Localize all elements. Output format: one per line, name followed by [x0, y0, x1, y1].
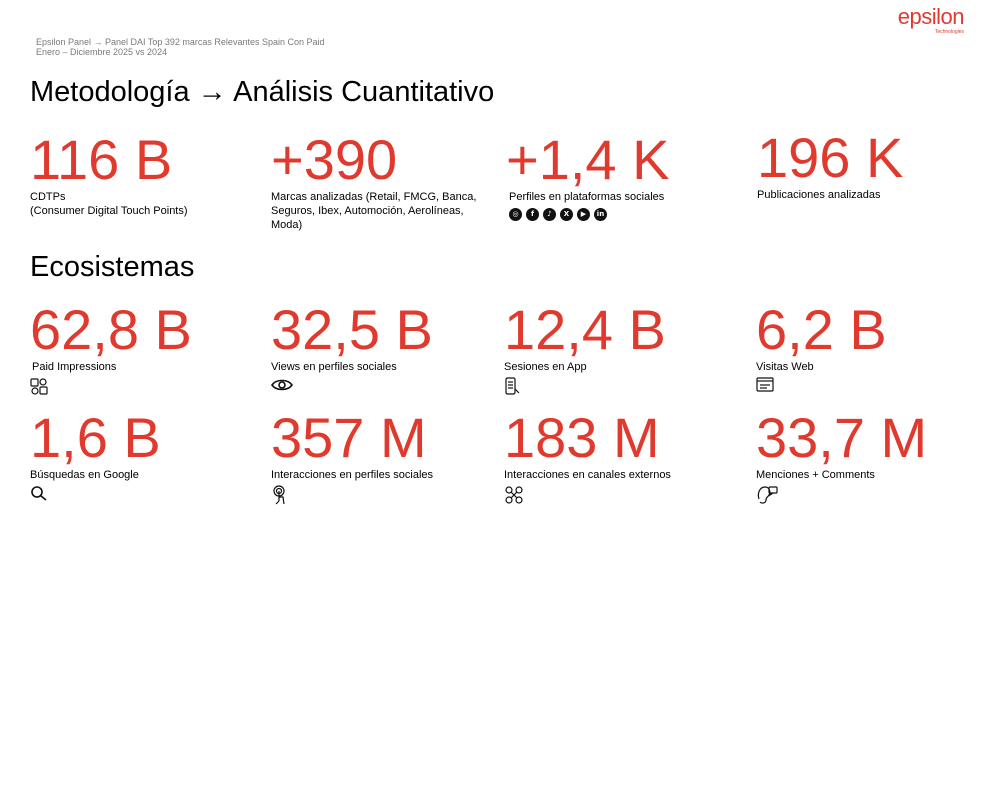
stat-label: Publicaciones analizadas: [757, 189, 881, 201]
youtube-icon: ▶: [577, 208, 590, 221]
mentions-icon: [756, 485, 778, 510]
stat-value: 6,2 B: [756, 298, 887, 361]
stat-visitas-web: 6,2 B Visitas Web: [756, 302, 986, 397]
touch-icon: [271, 485, 289, 510]
breadcrumb: Epsilon Panel → Panel DAI Top 392 marcas…: [36, 37, 325, 47]
external-channels-icon: [504, 485, 524, 510]
stat-label: Views en perfiles sociales: [271, 361, 397, 373]
stat-busquedas-google: 1,6 B Búsquedas en Google: [30, 410, 260, 506]
stat-value: +1,4 K: [506, 128, 670, 191]
stat-interacciones-perfiles: 357 M Interacciones en perfiles sociales: [271, 410, 501, 510]
stat-label: Marcas analizadas (Retail, FMCG, Banca, …: [271, 191, 477, 231]
mobile-app-icon: [504, 377, 520, 400]
social-icons: ◎ f ♪ X ▶ in: [509, 208, 736, 221]
stat-label: Visitas Web: [756, 361, 814, 373]
stat-label: Paid Impressions: [32, 361, 117, 373]
search-icon: [30, 485, 48, 506]
date-range: Enero – Diciembre 2025 vs 2024: [36, 47, 168, 57]
stat-label: Perfiles en plataformas sociales: [509, 191, 665, 203]
section-title-metodologia: Metodología → Análisis Cuantitativo: [30, 76, 495, 108]
stat-value: 183 M: [504, 406, 660, 469]
stat-value: 12,4 B: [504, 298, 666, 361]
stat-marcas: +390 Marcas analizadas (Retail, FMCG, Ba…: [271, 132, 481, 232]
linkedin-icon: in: [594, 208, 607, 221]
stat-value: 62,8 B: [30, 298, 192, 361]
web-browser-icon: [756, 377, 774, 397]
stat-label: Sesiones en App: [504, 361, 587, 373]
stat-label: Interacciones en perfiles sociales: [271, 469, 434, 481]
epsilon-logo: epsilon Technologies: [897, 4, 965, 36]
stat-label: Menciones + Comments: [756, 469, 875, 481]
stat-menciones: 33,7 M Menciones + Comments: [756, 410, 986, 510]
stat-sesiones-app: 12,4 B Sesiones en App: [504, 302, 734, 400]
stat-value: 116 B: [30, 128, 173, 191]
stat-label: CDTPs: [30, 191, 66, 203]
stat-value: 1,6 B: [30, 406, 161, 469]
eye-icon: [271, 377, 293, 398]
stat-label: Búsquedas en Google: [30, 469, 139, 481]
stat-perfiles: +1,4 K Perfiles en plataformas sociales …: [506, 132, 736, 221]
stat-value: 196 K: [757, 126, 904, 189]
logo-subtitle: Technologies: [934, 29, 964, 35]
stat-value: 33,7 M: [756, 406, 928, 469]
stat-interacciones-externos: 183 M Interacciones en canales externos: [504, 410, 734, 510]
x-icon: X: [560, 208, 573, 221]
stat-views: 32,5 B Views en perfiles sociales: [271, 302, 501, 398]
stat-publicaciones: 196 K Publicaciones analizadas: [757, 130, 987, 202]
logo-wordmark: epsilon: [897, 4, 965, 29]
tiktok-icon: ♪: [543, 208, 556, 221]
stat-value: 357 M: [271, 406, 427, 469]
stat-value: +390: [271, 128, 398, 191]
instagram-icon: ◎: [509, 208, 522, 221]
facebook-icon: f: [526, 208, 539, 221]
paid-impressions-icon: [30, 377, 48, 400]
stat-paid-impressions: 62,8 B Paid Impressions: [30, 302, 260, 400]
stat-sublabel: (Consumer Digital Touch Points): [30, 205, 188, 217]
stat-label: Interacciones en canales externos: [504, 469, 671, 481]
stat-cdtps: 116 B CDTPs (Consumer Digital Touch Poin…: [30, 132, 260, 218]
stat-value: 32,5 B: [271, 298, 433, 361]
section-title-ecosistemas: Ecosistemas: [30, 251, 195, 283]
